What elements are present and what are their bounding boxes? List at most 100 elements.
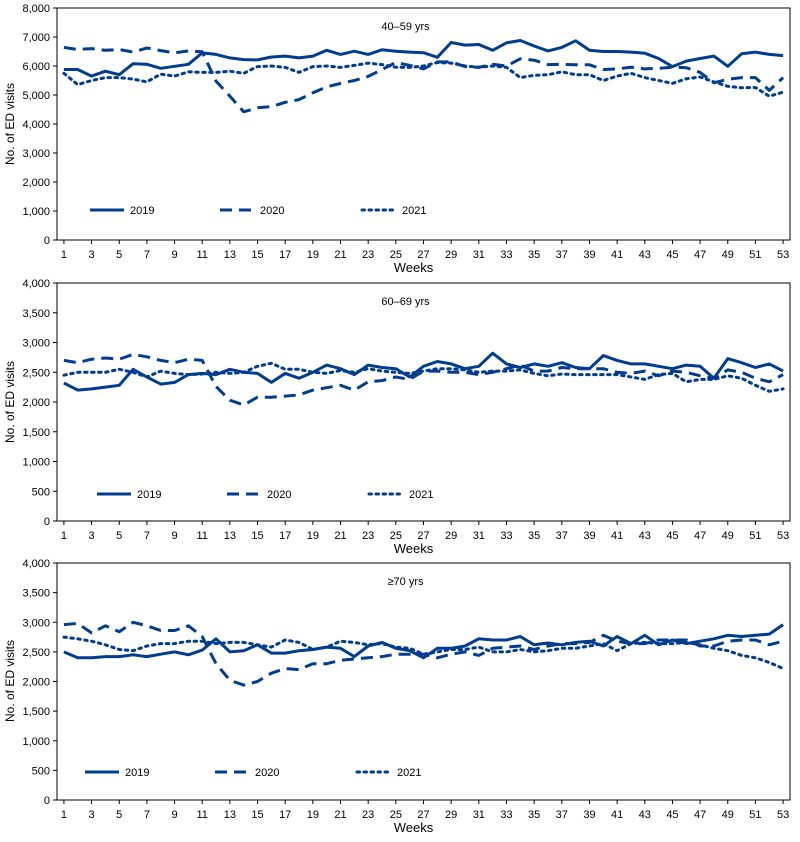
- legend: 2019 2020 2021: [90, 205, 426, 217]
- chart-panel-2: 0 500 1,000 1,500 2,000 2,500 3,000 3,500 4,000 1…: [3, 278, 791, 556]
- x-tick-label: 11: [197, 249, 208, 261]
- x-tick-label: 33: [500, 809, 512, 821]
- legend-label-2019: 2019: [130, 205, 154, 217]
- x-tick-label: 5: [116, 809, 122, 821]
- x-axis-label: Weeks: [394, 260, 434, 275]
- x-tick-label: 19: [307, 809, 319, 821]
- x-tick-label: 47: [694, 809, 706, 821]
- y-tick-label: 8,000: [22, 3, 50, 15]
- x-tick-label: 7: [144, 249, 150, 261]
- x-tick-label: 1: [61, 249, 67, 261]
- y-axis-label: No. of ED visits: [3, 83, 17, 165]
- legend-label-2020: 2020: [260, 205, 284, 217]
- y-tick-label: 3,500: [22, 308, 50, 320]
- legend-label-2021: 2021: [409, 489, 433, 501]
- x-tick-label: 33: [500, 530, 512, 542]
- x-tick-label: 17: [279, 530, 291, 542]
- legend: 2019 2020 2021: [85, 767, 421, 779]
- x-tick-label: 11: [197, 809, 208, 821]
- x-tick-label: 51: [749, 249, 761, 261]
- y-tick-label: 3,000: [22, 148, 50, 160]
- y-tick-label: 500: [32, 486, 50, 498]
- x-tick-label: 7: [144, 530, 150, 542]
- legend-label-2020: 2020: [255, 767, 279, 779]
- x-tick-label: 33: [500, 249, 512, 261]
- x-tick-label: 15: [251, 809, 263, 821]
- panel-title: ≥70 yrs: [388, 576, 424, 588]
- x-tick-label: 43: [639, 530, 651, 542]
- x-tick-label: 25: [390, 249, 402, 261]
- x-tick-label: 43: [639, 249, 651, 261]
- x-tick-label: 27: [417, 809, 429, 821]
- x-tick-label: 25: [390, 809, 402, 821]
- x-tick-label: 19: [307, 249, 319, 261]
- y-tick-label: 1,000: [22, 736, 50, 748]
- x-tick-label: 45: [666, 809, 678, 821]
- x-tick-label: 13: [224, 809, 236, 821]
- x-tick-label: 29: [445, 530, 457, 542]
- y-tick-label: 2,500: [22, 367, 50, 379]
- x-axis-label: Weeks: [394, 820, 434, 835]
- chart-panel-3: 0 500 1,000 1,500 2,000 2,500 3,000 3,500 4,000 1…: [3, 558, 791, 835]
- x-tick-label: 23: [362, 249, 374, 261]
- x-tick-label: 27: [417, 249, 429, 261]
- plot-frame: [56, 282, 791, 522]
- x-tick-label: 1: [61, 530, 67, 542]
- y-tick-label: 4,000: [22, 278, 50, 290]
- x-tick-label: 51: [749, 809, 761, 821]
- x-tick-label: 23: [362, 530, 374, 542]
- x-tick-label: 27: [417, 530, 429, 542]
- x-tick-label: 21: [334, 530, 346, 542]
- x-tick-label: 13: [224, 530, 236, 542]
- x-tick-label: 39: [583, 809, 595, 821]
- y-tick-label: 0: [44, 516, 50, 528]
- x-tick-label: 47: [694, 249, 706, 261]
- series-line-2020: [63, 45, 785, 114]
- x-tick-label: 25: [390, 530, 402, 542]
- legend-label-2019: 2019: [125, 767, 149, 779]
- y-axis-label: No. of ED visits: [3, 361, 17, 443]
- x-tick-label: 51: [749, 530, 761, 542]
- series-line-2021: [62, 361, 785, 393]
- y-tick-label: 7,000: [22, 32, 50, 44]
- x-tick-label: 53: [777, 809, 789, 821]
- x-tick-label: 45: [666, 249, 678, 261]
- y-tick-label: 3,000: [22, 338, 50, 350]
- y-tick-label: 2,000: [22, 177, 50, 189]
- y-tick-label: 6,000: [22, 61, 50, 73]
- x-tick-label: 53: [777, 530, 789, 542]
- y-tick-label: 0: [44, 235, 50, 247]
- chart-panel-1: 0 1,000 2,000 3,000 4,000 5,000 6,000 7,000 8,00…: [3, 3, 791, 275]
- x-tick-label: 39: [583, 249, 595, 261]
- x-tick-label: 9: [171, 809, 177, 821]
- series-line-2019: [63, 351, 784, 392]
- legend-label-2020: 2020: [267, 489, 291, 501]
- x-tick-label: 37: [556, 809, 568, 821]
- x-tick-label: 49: [722, 530, 734, 542]
- x-tick-label: 15: [251, 249, 263, 261]
- x-tick-label: 5: [116, 530, 122, 542]
- x-tick-label: 53: [777, 249, 789, 261]
- panel-title: 60–69 yrs: [381, 296, 430, 308]
- y-tick-label: 2,000: [22, 397, 50, 409]
- x-tick-label: 37: [556, 249, 568, 261]
- x-tick-label: 9: [171, 530, 177, 542]
- x-tick-label: 3: [89, 809, 95, 821]
- x-tick-label: 39: [583, 530, 595, 542]
- x-tick-label: 9: [171, 249, 177, 261]
- y-tick-label: 4,000: [22, 558, 50, 570]
- series-line-2021: [62, 61, 785, 98]
- y-tick-label: 1,000: [22, 457, 50, 469]
- x-tick-label: 49: [722, 249, 734, 261]
- y-tick-label: 3,500: [22, 588, 50, 600]
- x-tick-label: 3: [89, 530, 95, 542]
- x-tick-label: 17: [279, 249, 291, 261]
- x-tick-label: 1: [61, 809, 67, 821]
- x-tick-label: 35: [528, 530, 540, 542]
- x-tick-label: 11: [197, 530, 208, 542]
- legend-label-2021: 2021: [397, 767, 421, 779]
- y-tick-label: 1,500: [22, 427, 50, 439]
- x-tick-label: 35: [528, 809, 540, 821]
- series-line-2020: [63, 352, 784, 407]
- x-tick-label: 37: [556, 530, 568, 542]
